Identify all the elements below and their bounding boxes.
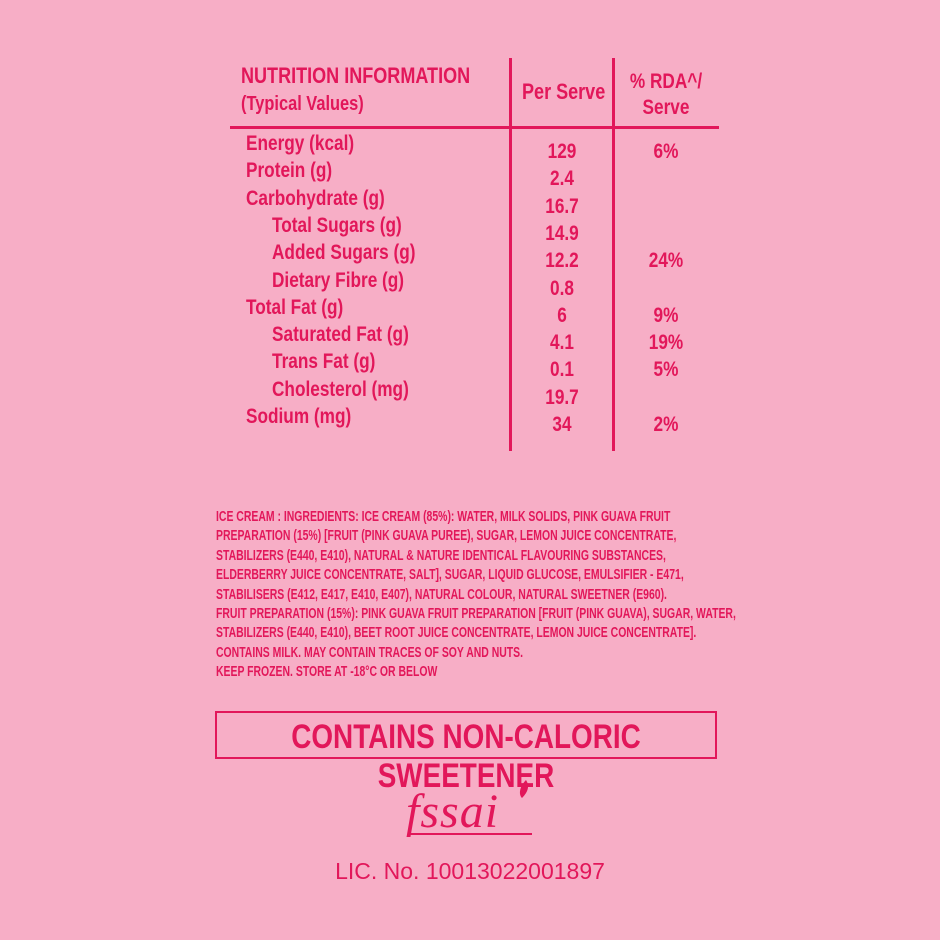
per-serve-value: 2.4 bbox=[550, 167, 574, 191]
license-number: LIC. No. 10013022001897 bbox=[335, 858, 605, 884]
row-label: Total Sugars (g) bbox=[272, 213, 402, 237]
row-label: Trans Fat (g) bbox=[272, 350, 376, 374]
ingredients-line: CONTAINS MILK. MAY CONTAIN TRACES OF SOY… bbox=[216, 644, 524, 661]
per-serve-value: 4.1 bbox=[550, 331, 574, 355]
row-label: Carbohydrate (g) bbox=[246, 186, 385, 210]
row-label: Sodium (mg) bbox=[246, 405, 352, 428]
ingredients-line: FRUIT PREPARATION (15%): PINK GUAVA FRUI… bbox=[216, 606, 736, 623]
row-label: Total Fat (g) bbox=[246, 295, 344, 319]
per-serve-value: 6 bbox=[557, 303, 567, 327]
row-label: Added Sugars (g) bbox=[272, 241, 416, 265]
row-label: Energy (kcal) bbox=[246, 132, 355, 155]
ingredients-line: STABILISERS (E412, E417, E410, E407), NA… bbox=[216, 586, 667, 603]
ingredients-line: KEEP FROZEN. STORE AT -18°C OR BELOW bbox=[216, 664, 438, 681]
row-label: Saturated Fat (g) bbox=[272, 323, 409, 347]
per-serve-value: 129 bbox=[547, 140, 577, 163]
ingredients-line: ELDERBERRY JUICE CONCENTRATE, SALT], SUG… bbox=[216, 567, 684, 584]
row-label: Dietary Fibre (g) bbox=[272, 268, 405, 292]
rda-value: 9% bbox=[653, 303, 679, 327]
per-serve-value: 34 bbox=[552, 413, 572, 436]
fssai-logo-icon: fssai bbox=[406, 780, 532, 838]
column-divider-2 bbox=[612, 58, 615, 451]
rda-value: 24% bbox=[648, 249, 684, 273]
rda-value: 5% bbox=[653, 358, 679, 382]
rda-value: 2% bbox=[653, 413, 679, 436]
table-subtitle: (Typical Values) bbox=[241, 93, 364, 115]
fssai-logo-text: fssai bbox=[406, 785, 499, 838]
per-serve-value: 12.2 bbox=[545, 249, 579, 273]
ingredients-line: ICE CREAM : INGREDIENTS: ICE CREAM (85%)… bbox=[216, 509, 671, 525]
col-header-rda-1: % RDA^/ bbox=[629, 70, 703, 93]
col-header-rda-2: Serve bbox=[642, 96, 690, 119]
ingredients-text: ICE CREAM : INGREDIENTS: ICE CREAM (85%)… bbox=[216, 508, 938, 683]
row-label: Protein (g) bbox=[246, 159, 333, 183]
rda-value: 6% bbox=[653, 140, 679, 163]
row-label: Cholesterol (mg) bbox=[272, 377, 409, 401]
ingredients-line: STABILIZERS (E440, E410), NATURAL & NATU… bbox=[216, 547, 666, 564]
column-divider-1 bbox=[509, 58, 512, 451]
ingredients-line: PREPARATION (15%) [FRUIT (PINK GUAVA PUR… bbox=[216, 528, 677, 545]
per-serve-value: 16.7 bbox=[545, 194, 579, 218]
rda-value: 19% bbox=[648, 331, 684, 355]
ingredients-line: STABILIZERS (E440, E410), BEET ROOT JUIC… bbox=[216, 625, 697, 642]
col-header-per-serve: Per Serve bbox=[522, 79, 606, 104]
header-divider bbox=[230, 126, 719, 129]
per-serve-value: 14.9 bbox=[545, 221, 579, 245]
per-serve-value: 19.7 bbox=[545, 385, 579, 409]
table-title: NUTRITION INFORMATION bbox=[241, 63, 471, 88]
sweetener-warning-box: CONTAINS NON-CALORIC SWEETENER bbox=[215, 711, 717, 795]
leaf-icon bbox=[519, 780, 529, 798]
per-serve-value: 0.1 bbox=[550, 358, 574, 382]
fssai-logo: fssai bbox=[400, 772, 540, 842]
per-serve-value: 0.8 bbox=[550, 276, 574, 300]
